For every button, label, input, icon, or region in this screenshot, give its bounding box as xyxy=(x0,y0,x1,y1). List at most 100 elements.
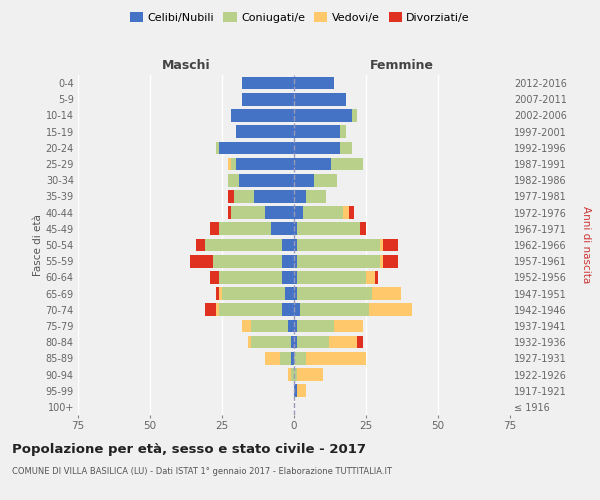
Bar xyxy=(294,288,297,300)
Bar xyxy=(314,174,337,186)
Text: COMUNE DI VILLA BASILICA (LU) - Dati ISTAT 1° gennaio 2017 - Elaborazione TUTTIT: COMUNE DI VILLA BASILICA (LU) - Dati IST… xyxy=(12,468,392,476)
Bar xyxy=(288,320,294,332)
Bar xyxy=(219,222,271,235)
Bar xyxy=(216,304,219,316)
Bar xyxy=(288,368,291,381)
Bar xyxy=(294,320,297,332)
Bar xyxy=(297,238,380,252)
Bar xyxy=(251,320,288,332)
Bar xyxy=(297,384,305,397)
Bar xyxy=(228,174,239,186)
Bar xyxy=(230,206,265,219)
Bar xyxy=(383,238,398,252)
Bar xyxy=(343,206,349,219)
Bar xyxy=(271,222,294,235)
Bar xyxy=(283,255,294,268)
Bar xyxy=(294,222,297,235)
Bar xyxy=(205,304,216,316)
Text: Femmine: Femmine xyxy=(370,59,434,72)
Bar xyxy=(297,336,329,348)
Text: Maschi: Maschi xyxy=(161,59,211,72)
Bar xyxy=(294,384,297,397)
Bar xyxy=(291,368,294,381)
Bar xyxy=(294,109,352,122)
Bar xyxy=(254,190,294,202)
Bar xyxy=(294,336,297,348)
Bar xyxy=(294,271,297,283)
Bar xyxy=(297,255,380,268)
Bar xyxy=(216,288,219,300)
Bar xyxy=(265,352,280,364)
Y-axis label: Anni di nascita: Anni di nascita xyxy=(581,206,591,284)
Bar xyxy=(251,336,291,348)
Bar xyxy=(340,126,346,138)
Bar xyxy=(329,336,358,348)
Bar xyxy=(248,336,251,348)
Bar xyxy=(349,206,355,219)
Bar xyxy=(294,174,314,186)
Bar xyxy=(294,304,300,316)
Bar xyxy=(297,222,360,235)
Bar xyxy=(334,320,363,332)
Bar xyxy=(305,190,326,202)
Bar xyxy=(294,142,340,154)
Y-axis label: Fasce di età: Fasce di età xyxy=(32,214,43,276)
Bar xyxy=(300,304,369,316)
Bar xyxy=(205,238,283,252)
Bar xyxy=(294,255,297,268)
Bar xyxy=(236,126,294,138)
Bar xyxy=(230,158,236,170)
Bar xyxy=(242,77,294,90)
Bar xyxy=(294,158,331,170)
Bar xyxy=(297,320,334,332)
Bar xyxy=(294,93,346,106)
Bar xyxy=(369,304,412,316)
Bar xyxy=(297,368,323,381)
Bar xyxy=(302,206,343,219)
Bar xyxy=(196,238,205,252)
Bar xyxy=(242,320,251,332)
Bar xyxy=(283,238,294,252)
Bar xyxy=(291,352,294,364)
Bar xyxy=(236,158,294,170)
Bar xyxy=(228,158,230,170)
Bar xyxy=(294,126,340,138)
Bar xyxy=(372,288,401,300)
Bar xyxy=(297,271,366,283)
Bar xyxy=(294,77,334,90)
Bar xyxy=(305,352,366,364)
Bar xyxy=(286,288,294,300)
Bar xyxy=(214,255,283,268)
Bar xyxy=(294,238,297,252)
Bar xyxy=(360,222,366,235)
Bar xyxy=(219,304,283,316)
Bar xyxy=(297,288,372,300)
Bar xyxy=(239,174,294,186)
Bar xyxy=(190,255,214,268)
Bar xyxy=(228,190,233,202)
Bar xyxy=(216,142,219,154)
Bar xyxy=(352,109,358,122)
Bar xyxy=(211,222,219,235)
Bar xyxy=(383,255,398,268)
Bar xyxy=(219,288,222,300)
Bar xyxy=(380,255,383,268)
Bar xyxy=(280,352,291,364)
Bar xyxy=(358,336,363,348)
Bar xyxy=(283,304,294,316)
Bar xyxy=(374,271,377,283)
Bar xyxy=(230,109,294,122)
Bar xyxy=(380,238,383,252)
Bar xyxy=(340,142,352,154)
Bar xyxy=(294,190,305,202)
Bar xyxy=(233,190,254,202)
Bar xyxy=(222,288,286,300)
Bar xyxy=(294,368,297,381)
Text: Popolazione per età, sesso e stato civile - 2017: Popolazione per età, sesso e stato civil… xyxy=(12,442,366,456)
Bar xyxy=(219,142,294,154)
Bar xyxy=(242,93,294,106)
Bar xyxy=(294,352,305,364)
Legend: Celibi/Nubili, Coniugati/e, Vedovi/e, Divorziati/e: Celibi/Nubili, Coniugati/e, Vedovi/e, Di… xyxy=(125,8,475,28)
Bar xyxy=(228,206,230,219)
Bar xyxy=(283,271,294,283)
